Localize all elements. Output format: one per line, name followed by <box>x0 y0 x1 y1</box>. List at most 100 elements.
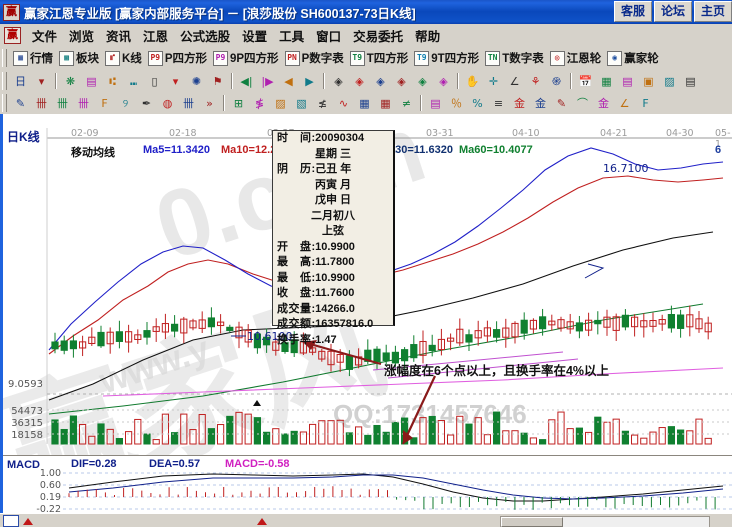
forum-button[interactable]: 论坛 <box>653 1 692 22</box>
table-icon[interactable]: ⊞ <box>233 96 244 110</box>
menu-trade[interactable]: 交易委托 <box>353 29 404 44</box>
kline3-icon[interactable]: ⑆ <box>109 74 116 88</box>
report-icon[interactable]: ▤ <box>86 74 97 88</box>
circle-grid-icon[interactable]: ◍ <box>162 96 173 110</box>
box-diag-icon[interactable]: ▧ <box>296 96 307 110</box>
homepage-button[interactable]: 主页 <box>693 1 732 22</box>
行情-button[interactable]: ▦ 行情 <box>10 50 56 66</box>
diamond6-icon[interactable]: ◈ <box>439 74 448 88</box>
print-icon[interactable]: ▤ <box>685 74 696 88</box>
hand-icon[interactable]: ✋ <box>465 74 480 88</box>
arc-icon[interactable]: ୨ <box>122 96 129 110</box>
gold-bar-icon[interactable]: 金 <box>598 96 609 110</box>
ladder-icon[interactable]: ▤ <box>430 96 441 110</box>
9T四方形-button[interactable]: T9 9T四方形 <box>411 50 482 66</box>
pen-tool-icon[interactable]: ✎ <box>556 96 567 110</box>
fe-icon[interactable]: F <box>642 96 649 110</box>
prev-icon[interactable]: ◀ <box>284 74 293 88</box>
pct-list-icon[interactable]: ≡ <box>493 96 504 110</box>
slope-icon[interactable]: ≰ <box>317 96 328 110</box>
gann-gold1-icon[interactable]: 卌 <box>57 96 68 110</box>
macd-axis-2: 0.60 <box>39 480 61 491</box>
overlay-icon[interactable]: ❋ <box>65 74 76 88</box>
notes-icon[interactable]: ▤ <box>622 74 633 88</box>
customer-service-button[interactable]: 客服 <box>613 1 652 22</box>
kline9-icon[interactable]: ⑉ <box>130 74 137 88</box>
menu-file[interactable]: 文件 <box>32 29 58 44</box>
menu-tools[interactable]: 工具 <box>279 29 305 44</box>
ma30-legend: a30=11.6320 <box>389 144 453 156</box>
T数字表-button[interactable]: TN T数字表 <box>482 50 547 66</box>
板块-button[interactable]: ▩ 板块 <box>56 50 102 66</box>
T四方形-button[interactable]: T9 T四方形 <box>347 50 412 66</box>
percent-chart-icon[interactable]: ％ <box>451 96 462 110</box>
angle-icon[interactable]: ∠ <box>509 74 520 88</box>
toolbar-grip[interactable] <box>2 49 7 67</box>
gold-circle-icon[interactable]: 金 <box>514 96 525 110</box>
scrollbar-thumb[interactable] <box>501 517 563 527</box>
tree-icon[interactable]: ⚘ <box>530 74 541 88</box>
horizontal-scrollbar[interactable] <box>500 516 710 527</box>
menu-gann[interactable]: 江恩 <box>143 29 169 44</box>
toolbar-grip-2[interactable] <box>2 72 7 90</box>
江恩轮-button[interactable]: ◎ 江恩轮 <box>547 50 605 66</box>
diamond4-icon[interactable]: ◈ <box>397 74 406 88</box>
flag-icon[interactable]: ⚑ <box>212 74 223 88</box>
info-row-5: 二月初八 <box>311 209 355 222</box>
menu-browse[interactable]: 浏览 <box>69 29 95 44</box>
candle-icon[interactable]: ▯ <box>151 74 158 88</box>
save-icon[interactable]: ▣ <box>643 74 654 88</box>
fan-lines-icon[interactable]: ≸ <box>254 96 265 110</box>
dropdown-caret-icon[interactable]: ▾ <box>38 74 45 88</box>
marker-icon[interactable]: ✒ <box>141 96 152 110</box>
grid-sq-icon[interactable]: ▦ <box>359 96 370 110</box>
dropdown-caret2-icon[interactable]: ▾ <box>172 74 179 88</box>
P数字表-button[interactable]: PN P数字表 <box>282 50 347 66</box>
next-icon[interactable]: ▶ <box>305 74 314 88</box>
more-chevron-icon[interactable]: » <box>206 96 213 110</box>
brain-icon[interactable]: ֍ <box>552 74 561 88</box>
calculator-icon[interactable]: ▦ <box>601 74 612 88</box>
menu-news[interactable]: 资讯 <box>106 29 132 44</box>
grid-lines-icon[interactable]: 卌 <box>183 96 194 110</box>
diamond5-icon[interactable]: ◈ <box>418 74 427 88</box>
fan-f-icon[interactable]: F <box>101 96 108 110</box>
grid-sq2-icon[interactable]: ▦ <box>380 96 391 110</box>
period-day-icon[interactable]: 日 <box>15 74 26 88</box>
macd-pane[interactable]: MACD DIF=0.28 DEA=0.57 MACD=-0.58 1.00 0… <box>3 455 732 513</box>
menu-formula-stock-pick[interactable]: 公式选股 <box>180 29 231 44</box>
first-page-icon[interactable]: ◀| <box>240 74 253 88</box>
K线-button[interactable]: ⑈ K线 <box>102 50 145 66</box>
spiral-icon[interactable]: ✺ <box>191 74 202 88</box>
angle-up-icon[interactable]: ∠ <box>619 96 630 110</box>
menu-settings[interactable]: 设置 <box>242 29 268 44</box>
gann-gold2-icon[interactable]: 卌 <box>78 96 89 110</box>
chart-annotation: 涨幅度在6个点以上，且换手率在4%以上 <box>384 364 610 378</box>
arc-top-icon[interactable]: ⌒ <box>577 96 588 110</box>
9P四方形-button[interactable]: P9 9P四方形 <box>210 50 282 66</box>
icon-toolbar-drawing: ✎ 卌卌卌 F ୨ ✒ ◍ 卌» ⊞ ≸ ▨ ▧ ≰ ∿ ▦ ▦ ≠ ▤ ％% ≡ 金金 ✎ ⌒ 金 ∠ F <box>0 92 732 115</box>
price-marker-high: 16.7100 <box>603 162 649 175</box>
menu-window[interactable]: 窗口 <box>316 29 342 44</box>
menu-help[interactable]: 帮助 <box>415 29 441 44</box>
pen-icon[interactable]: ✎ <box>15 96 26 110</box>
price-axis-label-1: 9.0593 <box>8 379 43 390</box>
gold-list-icon[interactable]: 金 <box>535 96 546 110</box>
chart-frame[interactable]: 赢家风 0.com www.y QQ:1731457646 日K线 02-090… <box>0 114 732 513</box>
diamond2-icon[interactable]: ◈ <box>355 74 364 88</box>
crosshair-icon[interactable]: ✛ <box>488 74 499 88</box>
box-hatch-icon[interactable]: ▨ <box>275 96 286 110</box>
toolbar-grip-3[interactable] <box>2 94 7 112</box>
diamond3-icon[interactable]: ◈ <box>376 74 385 88</box>
P四方形-button[interactable]: P9 P四方形 <box>145 50 210 66</box>
wave-icon[interactable]: ∿ <box>338 96 349 110</box>
calendar-icon[interactable]: 📅 <box>578 74 593 88</box>
info-row-0: 时 间:20090304 <box>277 132 365 144</box>
diamond1-icon[interactable]: ◈ <box>334 74 343 88</box>
赢家轮-button[interactable]: ◉ 赢家轮 <box>604 50 662 66</box>
copy-icon[interactable]: ▨ <box>664 74 675 88</box>
last-page-icon[interactable]: |▶ <box>261 74 274 88</box>
percent-icon[interactable]: % <box>472 96 483 110</box>
parallel-icon[interactable]: ≠ <box>401 96 412 110</box>
fence-icon[interactable]: 卌 <box>36 96 47 110</box>
